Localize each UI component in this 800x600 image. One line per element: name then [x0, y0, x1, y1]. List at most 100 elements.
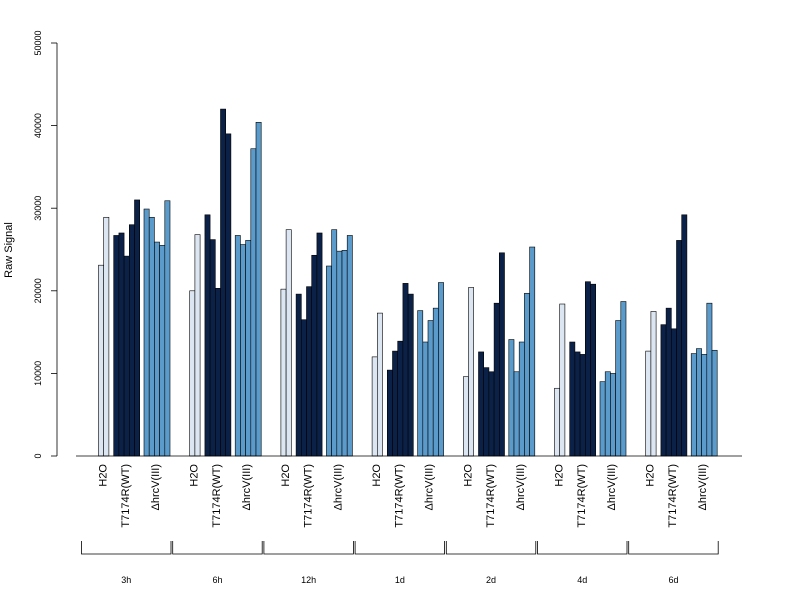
- bar: [129, 224, 135, 457]
- bar: [615, 320, 622, 457]
- bar: [574, 351, 581, 457]
- bar: [316, 232, 323, 457]
- bar: [584, 281, 591, 457]
- condition-label: T7174R(WT): [667, 464, 679, 528]
- bar: [164, 200, 171, 457]
- condition-label: ΔhrcV(III): [606, 464, 618, 510]
- bar: [498, 252, 505, 457]
- bar: [341, 250, 348, 457]
- condition-labels: H2O T7174R(WT) ΔhrcV(III) H2O T7174R(WT) Δhrc…: [98, 464, 710, 528]
- bar: [493, 302, 500, 457]
- bar: [590, 283, 596, 457]
- bar: [209, 239, 216, 457]
- bar: [508, 339, 515, 457]
- bar: [234, 235, 241, 457]
- bar: [676, 240, 682, 457]
- bar: [478, 351, 484, 457]
- bar: [159, 245, 166, 457]
- bar: [432, 307, 439, 457]
- bar: [438, 282, 444, 457]
- bar: [215, 288, 221, 457]
- bar: [701, 354, 708, 457]
- bar: [311, 254, 318, 457]
- time-label: 1d: [395, 575, 405, 585]
- bar: [559, 303, 566, 457]
- bar: [240, 244, 246, 457]
- bar: [660, 324, 667, 457]
- condition-label: T7174R(WT): [120, 464, 132, 528]
- time-label: 4d: [577, 575, 587, 585]
- bar: [331, 229, 338, 457]
- bar: [134, 199, 140, 457]
- y-tick-label: 50000: [33, 30, 43, 55]
- bar: [645, 350, 652, 457]
- time-bracket: [628, 541, 719, 555]
- time-bracket: [263, 541, 354, 555]
- time-bracket: [537, 541, 628, 555]
- bar: [529, 246, 536, 457]
- time-bracket: [354, 541, 445, 555]
- condition-label: ΔhrcV(III): [515, 464, 527, 510]
- bar: [98, 264, 104, 457]
- bar: [488, 371, 495, 457]
- time-label: 6d: [668, 575, 678, 585]
- bars: [98, 108, 718, 457]
- bar: [604, 371, 611, 457]
- bar: [285, 229, 292, 457]
- bar: [599, 381, 606, 457]
- bar: [306, 286, 312, 457]
- bar: [397, 340, 404, 457]
- y-tick-label: 0: [33, 453, 43, 458]
- bar: [386, 369, 393, 457]
- bar: [665, 307, 672, 457]
- bar: [483, 367, 490, 457]
- bar: [518, 341, 525, 457]
- condition-label: T7174R(WT): [485, 464, 497, 528]
- condition-label: ΔhrcV(III): [424, 464, 436, 510]
- time-bracket: [81, 541, 172, 555]
- bar: [690, 353, 697, 457]
- bar: [204, 214, 211, 457]
- condition-label: H2O: [645, 464, 657, 487]
- condition-label: ΔhrcV(III): [150, 464, 162, 510]
- condition-label: H2O: [189, 464, 201, 487]
- bar: [326, 265, 332, 457]
- condition-label: T7174R(WT): [394, 464, 406, 528]
- bar: [143, 208, 150, 457]
- bar: [513, 371, 520, 457]
- condition-label: H2O: [554, 464, 566, 487]
- bar: [696, 348, 702, 457]
- bar: [610, 373, 616, 457]
- bar: [220, 108, 226, 457]
- time-label: 3h: [121, 575, 131, 585]
- bar: [620, 301, 627, 457]
- bar: [295, 293, 302, 457]
- bar: [154, 241, 160, 457]
- condition-label: ΔhrcV(III): [241, 464, 253, 510]
- condition-label: T7174R(WT): [576, 464, 588, 528]
- time-bracket: [445, 541, 537, 555]
- bar: [402, 283, 409, 457]
- y-tick-label: 40000: [33, 113, 43, 138]
- bar: [670, 328, 677, 457]
- bar: [103, 216, 110, 457]
- bar: [225, 133, 232, 457]
- condition-label: T7174R(WT): [302, 464, 314, 528]
- bar: [118, 232, 125, 457]
- time-label: 12h: [301, 575, 316, 585]
- bar: [650, 311, 657, 457]
- y-tick-label: 20000: [33, 278, 43, 303]
- bar: [300, 319, 307, 457]
- y-tick-label: 30000: [33, 196, 43, 221]
- bar: [189, 290, 196, 457]
- condition-label: H2O: [280, 464, 292, 487]
- bar: [148, 216, 155, 457]
- bar: [194, 234, 201, 457]
- condition-label: H2O: [371, 464, 383, 487]
- bar: [245, 240, 252, 457]
- condition-label: ΔhrcV(III): [697, 464, 709, 510]
- time-label: 2d: [486, 575, 496, 585]
- condition-label: H2O: [98, 464, 110, 487]
- bar: [123, 255, 130, 457]
